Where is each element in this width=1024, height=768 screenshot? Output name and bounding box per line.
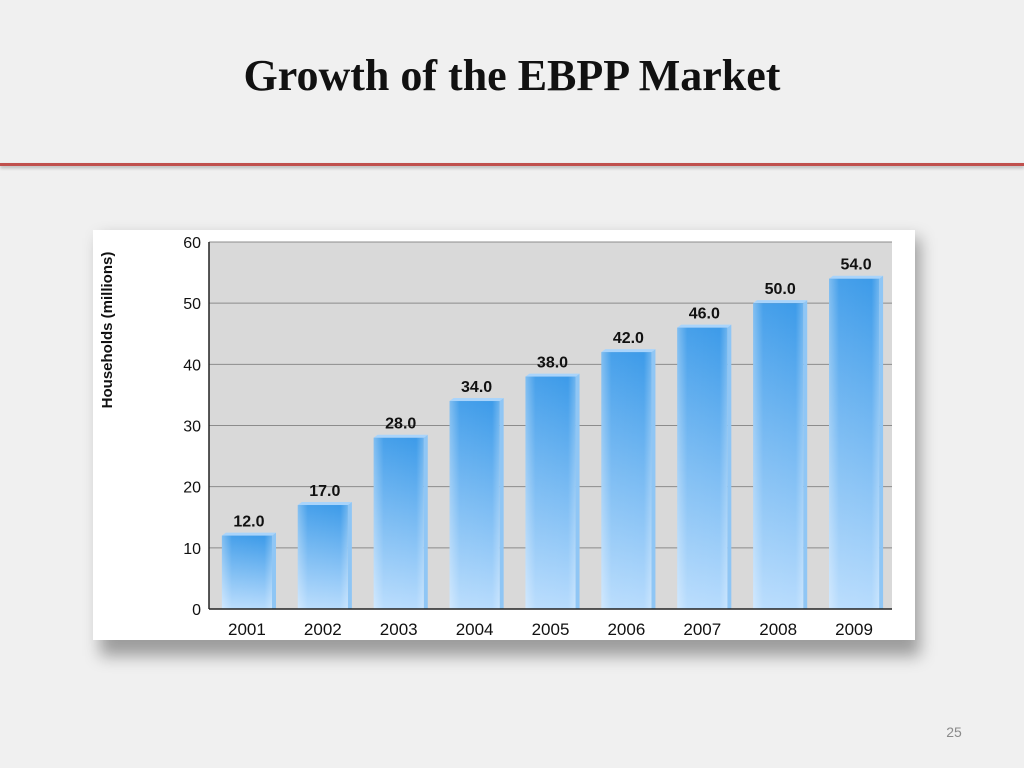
y-tick-label: 0 [192,602,201,619]
bar-side [499,398,504,609]
bar-2009 [829,275,884,609]
x-tick-label: 2003 [380,620,418,639]
y-axis-title: Households (millions) [99,252,116,409]
bar-side [347,502,352,609]
bar-2006 [601,349,656,609]
bar-gloss [373,437,424,609]
x-tick-label: 2002 [304,620,342,639]
data-label: 34.0 [461,379,492,396]
bar-2005 [525,373,580,609]
y-tick-label: 50 [183,296,201,313]
bar-gloss [677,327,728,609]
y-tick-label: 10 [183,541,201,558]
bar-side [879,275,884,609]
data-label: 12.0 [233,514,264,531]
bar-side [271,532,276,609]
bar-2008 [753,300,808,609]
bar-side [575,373,580,609]
bar-2004 [449,398,504,609]
title-divider [0,163,1024,166]
y-tick-label: 20 [183,480,201,497]
bar-gloss [449,401,500,609]
bar-top [449,398,504,402]
bar-2003 [373,434,428,609]
y-tick-label: 40 [183,357,201,374]
bar-gloss [525,376,576,609]
x-tick-label: 2009 [835,620,873,639]
bar-side [727,324,732,609]
bar-top [525,373,580,377]
bar-top [601,349,656,353]
bar-gloss [829,278,880,609]
bar-top [829,275,884,279]
page-number: 25 [946,724,962,740]
data-label: 54.0 [840,257,871,274]
data-label: 38.0 [537,355,568,372]
bar-top [297,502,352,506]
data-label: 17.0 [309,483,340,500]
bar-side [651,349,656,609]
bar-top [373,434,428,438]
data-label: 50.0 [765,281,796,298]
bar-top [677,324,732,328]
y-tick-label: 60 [183,235,201,252]
bar-top [221,532,276,536]
bar-gloss [601,352,652,609]
x-tick-label: 2005 [532,620,570,639]
bar-2007 [677,324,732,609]
bar-side [423,434,428,609]
bar-top [753,300,808,304]
bar-side [803,300,808,609]
x-tick-label: 2006 [607,620,645,639]
bar-2001 [221,532,276,609]
bar-gloss [753,303,804,609]
slide-title: Growth of the EBPP Market [243,51,781,100]
chart-frame: 12.0 17.0 28.0 34.0 38.0 42.0 46.0 50.0 54.0 0 10… [93,230,915,640]
bar-gloss [297,505,348,609]
x-tick-label: 2001 [228,620,266,639]
bar-2002 [297,502,352,609]
bar-chart: 12.0 17.0 28.0 34.0 38.0 42.0 46.0 50.0 54.0 0 10… [99,235,892,639]
x-tick-label: 2004 [456,620,494,639]
data-label: 28.0 [385,416,416,433]
y-tick-label: 30 [183,419,201,436]
data-label: 46.0 [689,306,720,323]
x-tick-label: 2008 [759,620,797,639]
x-tick-label: 2007 [683,620,721,639]
bar-gloss [221,535,272,609]
data-label: 42.0 [613,330,644,347]
